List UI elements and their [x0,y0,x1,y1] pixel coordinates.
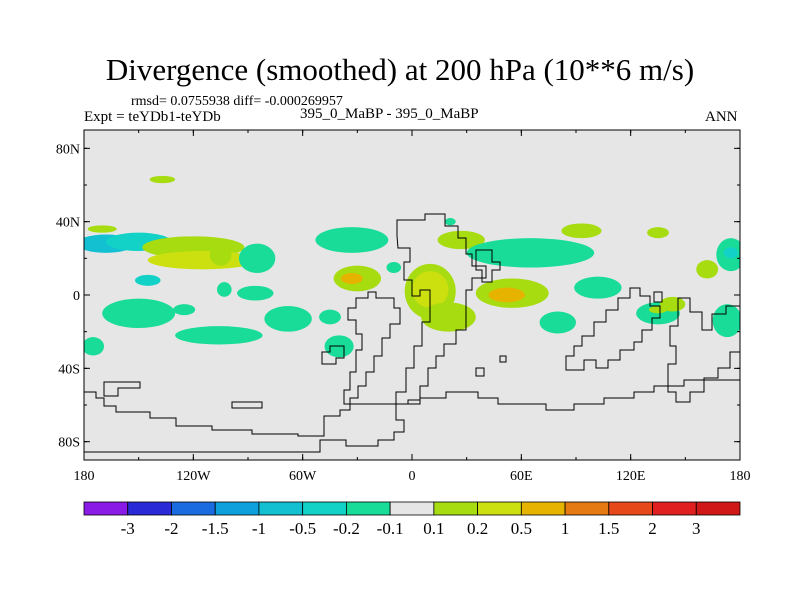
colorbar-label-5: -0.2 [333,519,360,538]
colorbar-swatch-0 [83,501,129,516]
y-tick-label-1: 40N [56,216,80,231]
colorbar-label-4: -0.5 [289,519,316,538]
colorbar-label-2: -1.5 [202,519,229,538]
anomaly-region-6 [135,274,161,286]
anomaly-region-36 [712,304,740,338]
y-tick-label-3: 40S [58,362,80,377]
chart-title: Divergence (smoothed) at 200 hPa (10**6 … [105,52,695,87]
coastline-australia [667,297,740,403]
anomaly-region-15 [264,306,312,332]
colorbar-swatch-4 [258,501,304,516]
y-axis: 80N 40N 0 40S 80S [56,142,740,451]
anomaly-region-4 [149,175,176,184]
coastline-maritime [565,287,661,371]
anomaly-region-38 [723,247,739,259]
coastline-africa-eurasia [395,213,487,405]
colorbar-swatch-1 [127,501,172,516]
colorbar-swatch-2 [171,501,216,516]
x-tick-label-2: 60W [289,469,317,484]
anomaly-region-30 [539,311,576,334]
colorbar-label-8: 0.2 [467,519,488,538]
colorbar-swatch-3 [214,501,260,516]
colorbar: -3 -2 -1.5 -1 -0.5 -0.2 -0.1 0.1 0.2 0.5 1 1.5 2 3 [83,501,741,538]
anomaly-region-24 [421,302,476,332]
y-tick-label-0: 80N [56,142,80,157]
x-tick-label-3: 0 [409,469,416,484]
colorbar-label-11: 1.5 [598,519,619,538]
coastline-antarctica-east [408,379,740,411]
coastline-islands [475,291,663,377]
anomaly-region-39 [696,260,719,279]
expt-label: Expt = teYDb1-teYDb [84,109,221,125]
anomaly-region-19 [319,309,341,325]
colorbar-swatch-14 [695,501,741,516]
coastline-central-america [321,345,345,365]
y-tick-label-4: 80S [58,436,80,451]
anomaly-region-8 [102,298,176,329]
colorbar-label-12: 2 [648,519,657,538]
colorbar-swatch-13 [652,501,697,516]
anomaly-region-18 [340,273,363,284]
colorbar-label-13: 3 [692,519,701,538]
x-tick-label-5: 120E [616,469,646,484]
colorbar-swatch-7 [389,501,435,516]
colorbar-swatch-10 [520,501,566,516]
anomaly-region-29 [466,238,595,268]
anomaly-region-25 [437,230,485,250]
coastline-antarctica [84,391,405,453]
anomaly-region-16 [315,227,389,253]
x-tick-label-0: 180 [74,469,95,484]
colorbar-label-0: -3 [121,519,135,538]
colorbar-label-3: -1 [252,519,266,538]
coastline-south-america [343,291,401,405]
anomaly-region-21 [386,262,402,273]
anomaly-region-5 [87,225,117,233]
anomaly-region-33 [647,227,669,239]
anomaly-region-9 [175,326,263,345]
colorbar-swatch-5 [302,501,347,516]
anomaly-region-12 [209,243,232,266]
colorbar-label-10: 1 [561,519,570,538]
colorbar-swatch-6 [345,501,391,516]
anomaly-region-31 [574,276,622,299]
anomaly-region-26 [444,218,456,226]
x-tick-label-4: 60E [510,469,533,484]
anomaly-region-10 [173,304,196,316]
anomaly-layer [84,175,740,358]
colorbar-swatch-8 [433,501,479,516]
anomaly-region-13 [238,243,276,273]
y-tick-label-2: 0 [73,289,80,304]
x-tick-label-6: 180 [730,469,751,484]
x-tick-label-1: 120W [176,469,211,484]
colorbar-label-1: -2 [164,519,178,538]
season-label: ANN [705,109,738,125]
anomaly-region-32 [561,223,602,239]
anomaly-region-14 [237,285,274,301]
coastline-antarctic-peninsula [103,381,263,409]
colorbar-swatch-9 [477,501,522,516]
continent-outlines [84,213,740,453]
coastline-asia-east [475,249,501,283]
anomaly-region-40 [659,296,686,312]
colorbar-swatch-11 [564,501,610,516]
anomaly-region-7 [217,282,232,297]
colorbar-swatch-12 [608,501,653,516]
x-axis: 180 120W 60W 0 60E 120E 180 [74,130,751,484]
colorbar-label-9: 0.5 [511,519,532,538]
colorbar-label-6: -0.1 [377,519,404,538]
stats-label: rmsd= 0.0755938 diff= -0.000269957 [131,94,343,109]
anomaly-region-28 [488,287,525,303]
anomaly-region-11 [84,337,105,356]
colorbar-label-7: 0.1 [423,519,444,538]
case-label: 395_0_MaBP - 395_0_MaBP [300,106,479,122]
